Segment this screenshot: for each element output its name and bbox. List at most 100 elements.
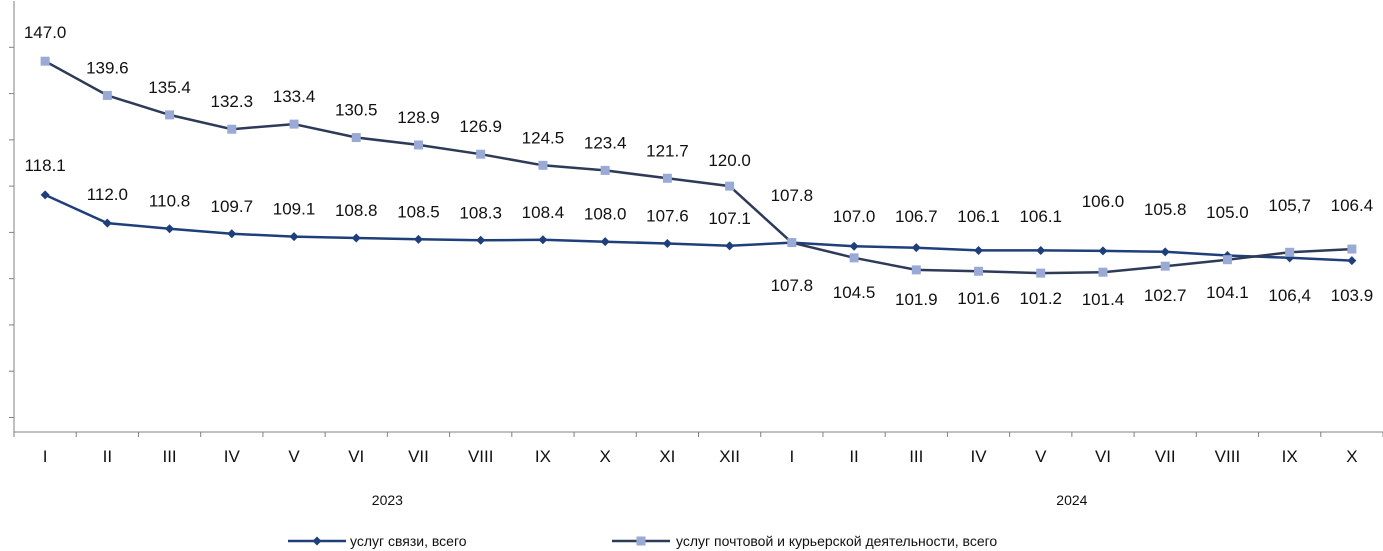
- series-1-point: [40, 190, 50, 200]
- data-label: 102.7: [1144, 286, 1187, 305]
- series-1-point: [1160, 247, 1170, 257]
- x-tick-label: XII: [719, 447, 740, 466]
- chart-axes: [9, 1, 1383, 437]
- x-tick-label: IV: [224, 447, 241, 466]
- data-label: 106.7: [895, 207, 938, 226]
- data-label: 107.8: [771, 186, 814, 205]
- data-label: 108.4: [522, 203, 565, 222]
- series-1-point: [476, 235, 486, 245]
- x-tick-label: V: [1035, 447, 1047, 466]
- series-2-point: [413, 140, 423, 150]
- series-2-point: [725, 181, 735, 191]
- data-label: 106.1: [1019, 207, 1062, 226]
- data-label: 120.0: [708, 151, 751, 170]
- chart-series-lines: [44, 60, 1352, 275]
- series-1-point: [1098, 246, 1108, 256]
- data-label: 107.6: [646, 207, 689, 226]
- data-label: 110.8: [149, 192, 190, 211]
- series-1-point: [1347, 256, 1357, 266]
- chart-data-labels: 118.1 112.0 110.8 109.7 109.1 108.8 108.5 108.3…: [24, 23, 1373, 309]
- x-tick-label: IV: [970, 447, 987, 466]
- data-label: 106.1: [957, 207, 1000, 226]
- x-tick-label: II: [849, 447, 858, 466]
- series-2-point: [351, 133, 361, 143]
- data-label: 107.1: [708, 209, 751, 228]
- x-tick-label: V: [288, 447, 300, 466]
- series-2-point: [600, 165, 610, 175]
- data-label: 101.6: [957, 289, 1000, 308]
- data-label: 139.6: [86, 58, 129, 77]
- series-1-point: [351, 233, 361, 243]
- series-2-point: [289, 119, 299, 129]
- data-label: 118.1: [24, 156, 65, 175]
- series-2-point: [1098, 267, 1108, 277]
- data-label: 104.1: [1206, 283, 1249, 302]
- data-label: 106.4: [1331, 196, 1374, 215]
- data-label: 105.0: [1206, 203, 1249, 222]
- chart-legend: услуг связи, всего услуг почтовой и курье…: [288, 533, 997, 549]
- data-label: 105.8: [1144, 200, 1187, 219]
- series-2-point: [102, 90, 112, 100]
- data-label: 104.5: [833, 283, 876, 302]
- chart-markers: [40, 56, 1357, 278]
- series-2-point: [911, 265, 921, 275]
- series-line-1: [44, 193, 1352, 262]
- data-label: 108.3: [459, 203, 502, 222]
- x-tick-label: VIII: [468, 447, 494, 466]
- series-2-point: [974, 266, 984, 276]
- data-label: 109.7: [211, 197, 254, 216]
- series-2-point: [787, 238, 797, 248]
- data-label: 147.0: [24, 23, 67, 42]
- data-label: 121.7: [646, 141, 689, 160]
- x-tick-label: VI: [1095, 447, 1111, 466]
- series-1-point: [725, 241, 735, 251]
- x-tick-label: III: [909, 447, 923, 466]
- data-label: 135.4: [148, 78, 191, 97]
- legend-label: услуг почтовой и курьерской деятельности…: [676, 533, 997, 549]
- data-label: 128.9: [397, 108, 440, 127]
- series-2-point: [1285, 247, 1295, 257]
- year-group-labels: 2023 2024: [372, 492, 1088, 508]
- x-tick-label: II: [103, 447, 112, 466]
- data-label: 132.3: [211, 92, 254, 111]
- series-1-point: [662, 239, 672, 249]
- data-label: 107.0: [833, 207, 876, 226]
- year-label: 2024: [1056, 492, 1087, 508]
- x-tick-label: VIII: [1215, 447, 1241, 466]
- series-2-point: [1347, 244, 1357, 254]
- series-2-point: [40, 56, 50, 66]
- legend-marker: [636, 536, 646, 546]
- x-axis-tick-labels: I II III IV V VI VII VIII IX X XI XII I II III IV V VI VII…: [43, 447, 1358, 466]
- data-label: 133.4: [273, 87, 316, 106]
- x-tick-label: IX: [1282, 447, 1298, 466]
- series-1-point: [849, 241, 859, 251]
- data-label: 107.8: [771, 276, 814, 295]
- data-label: 105,7: [1268, 196, 1311, 215]
- x-tick-label: X: [1346, 447, 1357, 466]
- series-1-point: [1036, 245, 1046, 255]
- x-tick-label: IX: [535, 447, 551, 466]
- series-1-point: [600, 237, 610, 247]
- series-2-point: [1222, 255, 1232, 265]
- series-2-point: [227, 124, 237, 134]
- data-label: 101.9: [895, 290, 938, 309]
- x-tick-label: VII: [1155, 447, 1176, 466]
- data-label: 106,4: [1268, 286, 1311, 305]
- data-label: 109.1: [273, 200, 316, 219]
- data-label: 126.9: [459, 117, 502, 136]
- x-tick-label: III: [162, 447, 176, 466]
- data-label: 108.8: [335, 201, 378, 220]
- x-tick-label: VII: [408, 447, 429, 466]
- series-2-point: [849, 253, 859, 263]
- series-2-point: [1036, 268, 1046, 278]
- data-label: 101.2: [1019, 289, 1062, 308]
- series-1-point: [911, 243, 921, 253]
- series-2-point: [1160, 261, 1170, 271]
- x-tick-label: I: [43, 447, 48, 466]
- year-label: 2023: [372, 492, 403, 508]
- series-2-point: [538, 160, 548, 170]
- series-1-point: [538, 235, 548, 245]
- x-tick-label: XI: [659, 447, 675, 466]
- data-label: 124.5: [522, 128, 565, 147]
- series-1-point: [413, 234, 423, 244]
